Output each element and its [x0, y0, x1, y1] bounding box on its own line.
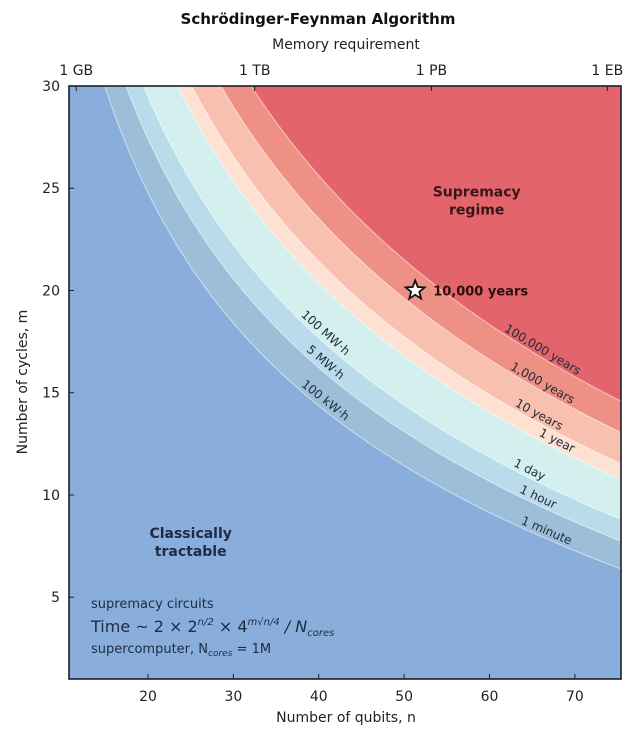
line3-prefix: supercomputer, N	[91, 642, 208, 657]
band-7	[251, 86, 621, 402]
formula-sub: cores	[307, 628, 334, 639]
region-label-line: regime	[449, 202, 504, 218]
region-label-line: Supremacy	[433, 184, 521, 200]
top-axis-ticks: 1 GB 1 TB 1 PB 1 EB	[59, 63, 623, 91]
formula-mid: × 4	[214, 617, 248, 636]
line3-suffix: = 1M	[232, 642, 271, 657]
marker-label: 10,000 years	[433, 285, 528, 300]
contour-line-3	[142, 86, 621, 520]
x-tick-label: 40	[310, 689, 328, 705]
annotation-line-1: supremacy circuits	[91, 597, 214, 612]
x-tick-label: 20	[139, 689, 157, 705]
formula-div: / N	[280, 617, 308, 636]
x-tick-label: 30	[224, 689, 242, 705]
top-tick-label: 1 EB	[591, 63, 623, 79]
top-tick-label: 1 GB	[59, 63, 93, 79]
region-labels: Classically tractable Supremacy regime	[149, 184, 520, 560]
x-tick-label: 60	[481, 689, 499, 705]
top-tick-label: 1 TB	[239, 63, 271, 79]
formula-annotation: supremacy circuits Time ~ 2 × 2n/2 × 4m√…	[90, 597, 334, 659]
line3-sub: cores	[208, 649, 233, 659]
y-tick-label: 10	[42, 488, 60, 504]
contour-bands	[69, 86, 621, 679]
x-tick-label: 50	[395, 689, 413, 705]
region-label-line: tractable	[155, 544, 227, 560]
chart-title: Schrödinger-Feynman Algorithm	[181, 10, 456, 28]
y-tick-label: 30	[42, 79, 60, 95]
contour-line-1	[104, 86, 621, 570]
annotation-formula: Time ~ 2 × 2n/2 × 4m√n/4 / Ncores	[90, 617, 334, 639]
region-label-classical: Classically tractable	[149, 526, 231, 560]
y-tick-label: 15	[42, 386, 60, 402]
formula-prefix: Time ~ 2 × 2	[90, 617, 198, 636]
star-marker-icon	[403, 278, 428, 301]
contour-lines	[104, 86, 621, 570]
contour-line-5	[191, 86, 621, 465]
y-tick-label: 25	[42, 181, 60, 197]
x-tick-label: 70	[566, 689, 584, 705]
top-tick-label: 1 PB	[416, 63, 447, 79]
annotation-line-3: supercomputer, Ncores = 1M	[91, 642, 271, 659]
x-axis-ticks: 20 30 40 50 60 70	[139, 674, 584, 705]
y-axis-label: Number of cycles, m	[15, 310, 31, 455]
contour-line-6	[220, 86, 621, 433]
region-label-line: Classically	[149, 526, 231, 542]
y-tick-label: 5	[51, 590, 60, 606]
formula-exp2: m√n/4	[248, 617, 280, 628]
region-label-supremacy: Supremacy regime	[433, 184, 521, 218]
formula-exp1: n/2	[198, 617, 214, 628]
marker-group: 10,000 years	[403, 278, 528, 301]
y-tick-label: 20	[42, 283, 60, 299]
x-axis-label: Number of qubits, n	[276, 710, 416, 726]
plot-frame	[68, 85, 622, 680]
top-axis-label: Memory requirement	[272, 37, 420, 53]
contour-line-7	[250, 86, 621, 402]
contour-line-2	[125, 86, 621, 542]
y-axis-ticks: 5 10 15 20 25 30	[42, 79, 74, 606]
contour-line-4	[177, 86, 621, 480]
